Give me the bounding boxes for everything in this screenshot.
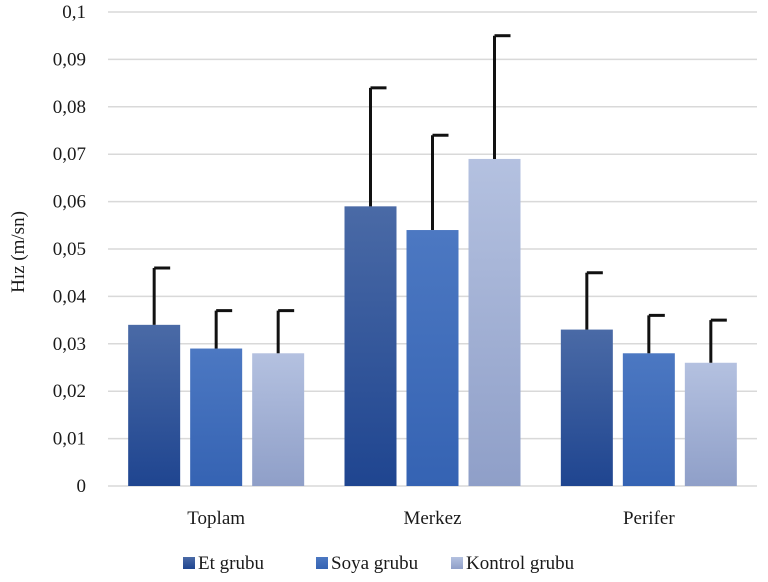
bar <box>684 362 737 486</box>
bar <box>560 329 613 486</box>
legend-swatch <box>316 557 328 569</box>
y-tick-label: 0,1 <box>62 2 86 23</box>
bar <box>406 230 459 486</box>
bars <box>128 158 737 486</box>
bar <box>344 206 397 486</box>
y-tick-label: 0,04 <box>53 286 87 307</box>
legend-swatch <box>451 557 463 569</box>
bar <box>128 324 181 486</box>
bar <box>190 348 243 486</box>
y-tick-labels: 0 0,01 0,02 0,03 0,04 0,05 0,06 0,07 0,08 0,09 0,1 <box>53 2 87 497</box>
y-tick-label: 0 <box>77 476 87 497</box>
legend-swatch <box>183 557 195 569</box>
y-tick-label: 0,02 <box>53 381 86 402</box>
y-tick-label: 0,08 <box>53 97 86 118</box>
y-tick-label: 0,06 <box>53 192 86 213</box>
bar <box>622 353 675 486</box>
y-tick-label: 0,09 <box>53 49 86 70</box>
legend-label: Et grubu <box>198 553 264 574</box>
y-tick-label: 0,01 <box>53 429 86 450</box>
bar <box>252 353 305 486</box>
legend-label: Soya grubu <box>331 553 419 574</box>
category-labels: Toplam Merkez Perifer <box>187 508 675 529</box>
category-label: Perifer <box>623 508 675 529</box>
y-tick-label: 0,03 <box>53 334 86 355</box>
category-label: Toplam <box>187 508 245 529</box>
y-axis-title: Hız (m/sn) <box>8 211 29 293</box>
legend: Et grubu Soya grubu Kontrol grubu <box>183 553 575 574</box>
y-tick-label: 0,05 <box>53 239 86 260</box>
y-tick-label: 0,07 <box>53 144 86 165</box>
error-bars <box>152 34 727 363</box>
legend-label: Kontrol grubu <box>466 553 575 574</box>
category-label: Merkez <box>403 508 461 529</box>
bar <box>468 158 521 486</box>
